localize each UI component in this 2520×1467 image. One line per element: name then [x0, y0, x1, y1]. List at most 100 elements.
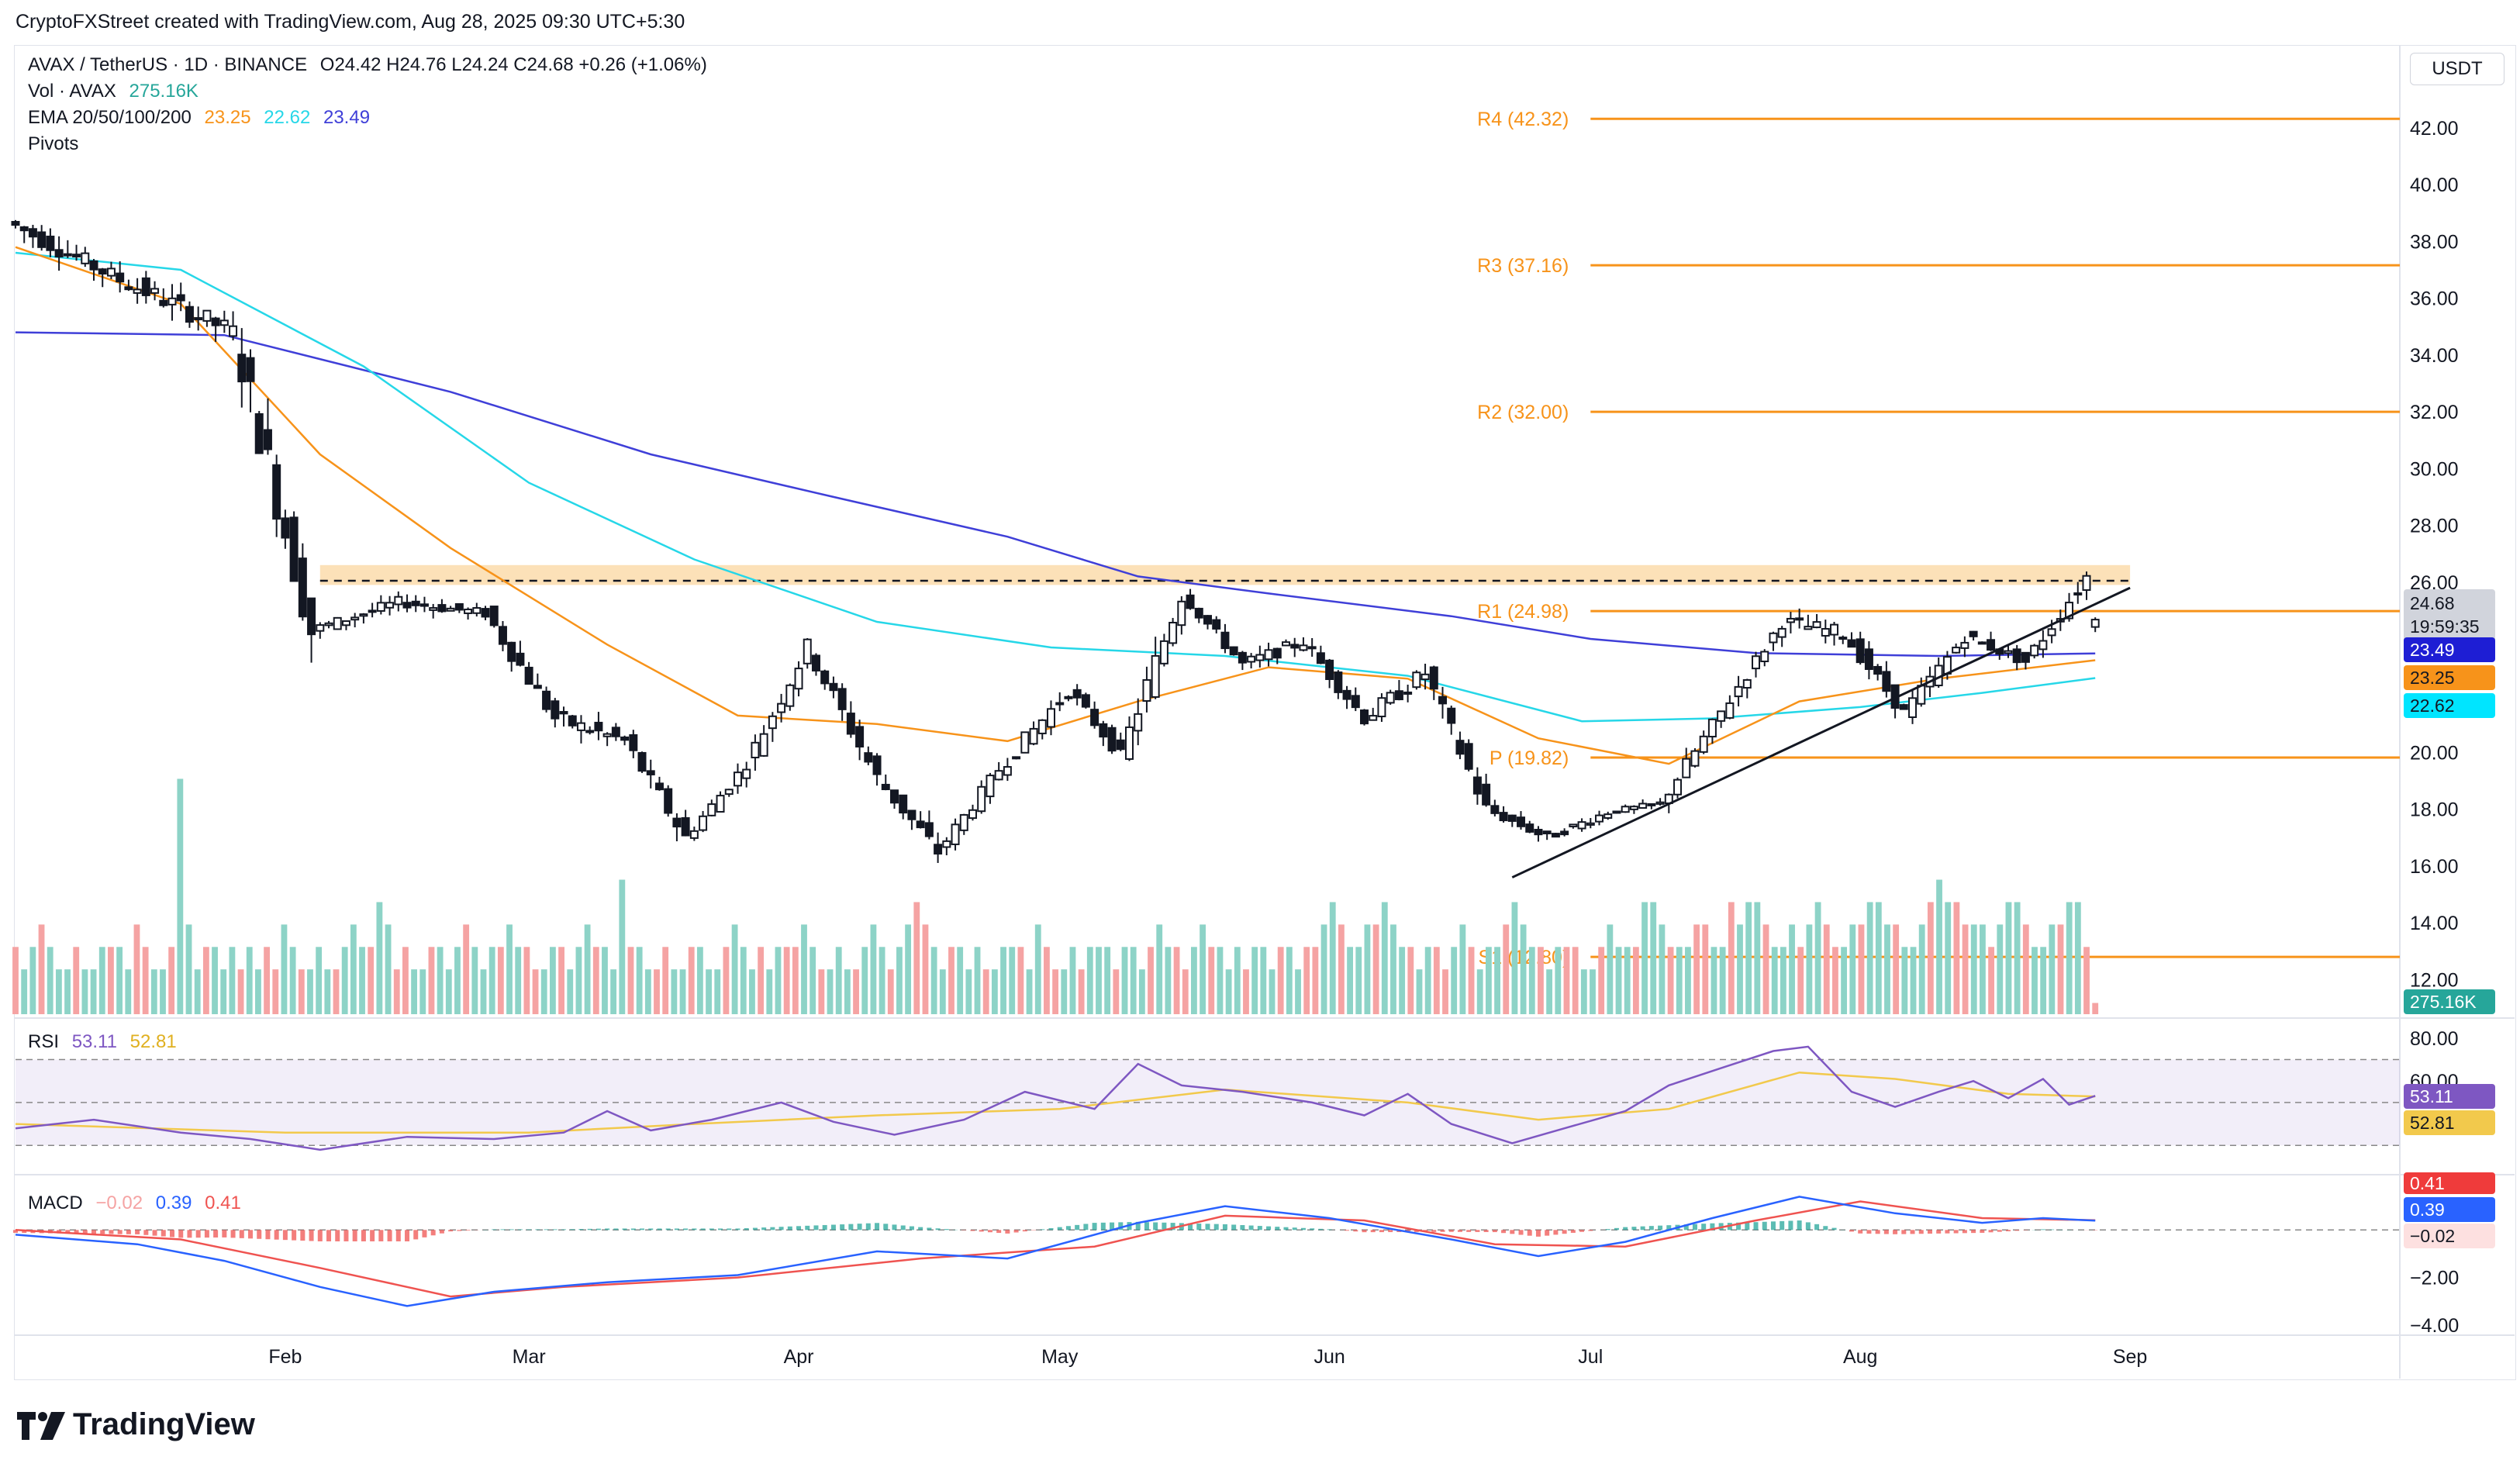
candle-up [472, 607, 482, 614]
candle-down [872, 755, 882, 775]
candle-down [1429, 666, 1438, 690]
macd-histogram-bar [1953, 1230, 1959, 1234]
macd-histogram-bar [1353, 1230, 1358, 1232]
candle-down [307, 597, 316, 636]
macd-histogram-bar [161, 1230, 166, 1237]
volume-bar [1875, 902, 1882, 1014]
candle-down [141, 277, 150, 296]
volume-bar [488, 947, 495, 1014]
candle-up [2030, 644, 2039, 657]
candle-down [585, 730, 595, 734]
y-tick-label: 12.00 [2410, 969, 2459, 991]
candle-down [489, 606, 499, 626]
volume-bar [1970, 924, 1977, 1014]
volume-bar [696, 947, 703, 1014]
volume-bar [168, 947, 175, 1014]
candle-down [907, 809, 917, 820]
volume-bar [98, 947, 105, 1014]
macd-histogram-bar [561, 1229, 567, 1231]
macd-histogram-bar [1135, 1221, 1141, 1231]
macd-histogram-bar [1762, 1221, 1767, 1231]
rsi-tag: 53.11 [2404, 1084, 2495, 1109]
candle-up [1377, 697, 1386, 718]
volume-bar [1676, 947, 1683, 1014]
candle-up [229, 325, 238, 337]
candle-down [498, 626, 507, 645]
candle-up [1142, 678, 1151, 702]
candle-down [924, 822, 934, 837]
ema-label[interactable]: EMA 20/50/100/200 [28, 107, 192, 128]
candle-up [1760, 651, 1769, 663]
volume-bar [125, 969, 132, 1014]
volume-bar [1459, 924, 1466, 1014]
volume-bar [1061, 969, 1068, 1014]
volume-bar [255, 969, 261, 1014]
candle-up [1804, 626, 1813, 630]
rsi-label[interactable]: RSI [28, 1031, 60, 1052]
volume-bar [775, 947, 782, 1014]
candle-up [1707, 718, 1717, 738]
candle-up [602, 733, 612, 737]
volume-bar [1780, 947, 1786, 1014]
time-axis[interactable]: Feb Mar Apr May Jun Jul Aug Sep [268, 1346, 2147, 1368]
x-tick-label: Apr [784, 1346, 814, 1368]
macd-histogram-bar [1075, 1224, 1080, 1231]
macd-histogram-bar [1275, 1227, 1280, 1231]
macd-histogram-bar [1797, 1220, 1802, 1231]
price-axis[interactable]: 42.00 40.00 38.00 36.00 34.00 32.00 30.00 28.00… [2410, 118, 2459, 991]
candle-down [1334, 671, 1343, 693]
volume-bar [185, 924, 192, 1014]
candle-up [803, 638, 812, 664]
volume-bar [835, 947, 842, 1014]
candle-up [81, 252, 90, 264]
macd-histogram-bar [1345, 1230, 1350, 1231]
volume-bar [592, 947, 599, 1014]
volume-bar [341, 947, 348, 1014]
macd-histogram-bar [935, 1228, 941, 1231]
macd-histogram-bar [1858, 1230, 1863, 1234]
macd-histogram-bar [1318, 1228, 1324, 1231]
macd-histogram-bar [1535, 1230, 1541, 1237]
candle-up [1586, 822, 1595, 826]
volume-bar [1737, 924, 1743, 1014]
macd-tag: 0.39 [2404, 1197, 2495, 1222]
macd-histogram-bar [857, 1224, 862, 1231]
symbol-label[interactable]: AVAX / TetherUS · 1D · BINANCE [28, 54, 308, 75]
ema20-value: 23.25 [204, 107, 251, 128]
macd-histogram-bar [430, 1230, 436, 1236]
macd-histogram-bar [1457, 1230, 1462, 1232]
volume-bar [2066, 902, 2073, 1014]
y-tick-label: 32.00 [2410, 402, 2459, 423]
volume-bar [385, 924, 392, 1014]
macd-histogram-bar [239, 1230, 244, 1238]
volume-bar [1702, 924, 1709, 1014]
volume-bar [1841, 947, 1848, 1014]
macd-histogram-bar [2005, 1230, 2011, 1232]
macd-histogram-bar [1605, 1229, 1610, 1231]
candle-up [742, 768, 751, 779]
candle-up [2065, 602, 2074, 620]
macd-histogram-bar [1013, 1230, 1019, 1233]
macd-label[interactable]: MACD [28, 1193, 83, 1213]
macd-histogram-bar [700, 1228, 706, 1231]
tradingview-logo[interactable]: TradingView [17, 1407, 255, 1446]
candle-down [1873, 665, 1883, 675]
volume-label[interactable]: Vol · AVAX [28, 81, 116, 102]
pivots-label[interactable]: Pivots [28, 133, 79, 154]
last-price-tag: 24.68 19:59:35 [2404, 589, 2495, 642]
macd-histogram-bar [1092, 1223, 1097, 1231]
macd-histogram-bar [1300, 1227, 1306, 1231]
macd-histogram-bar [648, 1228, 654, 1231]
candle-down [1482, 783, 1491, 806]
candle-down [19, 226, 29, 232]
candle-down [1864, 648, 1873, 671]
volume-bar [662, 947, 669, 1014]
candle-down [829, 682, 838, 692]
volume-bar [957, 947, 964, 1014]
candle-down [263, 429, 272, 450]
currency-button[interactable]: USDT [2410, 53, 2504, 85]
macd-histogram-bar [883, 1224, 889, 1231]
volume-bar [1338, 924, 1345, 1014]
macd-histogram-bar [222, 1230, 227, 1237]
